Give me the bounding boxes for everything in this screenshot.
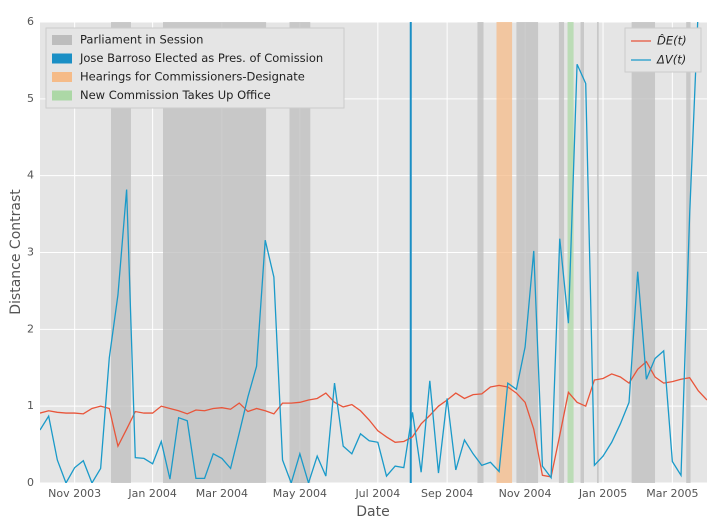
legend-swatch: [52, 35, 72, 45]
x-axis-label: Date: [356, 504, 389, 520]
span: [289, 22, 311, 483]
legend-label: Jose Barroso Elected as Pres. of Comissi…: [79, 51, 323, 65]
x-tick-label: Mar 2004: [196, 487, 248, 500]
legend-swatch: [52, 90, 72, 101]
y-axis-label: Distance Contrast: [8, 189, 24, 315]
span: [516, 22, 539, 483]
legend-box: [45, 27, 345, 109]
x-tick-label: Mar 2005: [646, 487, 698, 500]
y-tick-label: 5: [27, 92, 34, 105]
legend-label: New Commission Takes Up Office: [80, 88, 271, 102]
x-tick-label: May 2004: [273, 487, 327, 500]
legend-box: [624, 27, 702, 73]
span: [496, 22, 513, 483]
legend-label: Parliament in Session: [80, 33, 203, 47]
y-tick-label: 4: [27, 169, 34, 182]
span: [477, 22, 484, 483]
y-tick-label: 1: [27, 399, 34, 412]
span: [596, 22, 599, 483]
legend-label: D̂E(t): [657, 33, 687, 47]
x-tick-label: Nov 2003: [48, 487, 101, 500]
y-tick-label: 0: [27, 476, 34, 489]
y-tick-label: 3: [27, 246, 34, 259]
y-tick-label: 2: [27, 322, 34, 335]
x-tick-label: Nov 2004: [499, 487, 552, 500]
x-tick-label: Jan 2004: [127, 487, 176, 500]
legend-label: Hearings for Commissioners-Designate: [80, 70, 305, 84]
legend-label: ΔV(t): [656, 53, 686, 67]
x-tick-label: Jan 2005: [578, 487, 627, 500]
y-tick-label: 6: [27, 15, 34, 28]
legend-swatch: [52, 72, 72, 82]
x-tick-label: Sep 2004: [421, 487, 473, 500]
span: [580, 22, 584, 483]
legend-swatch: [52, 53, 72, 64]
span: [631, 22, 656, 483]
series-line: [40, 22, 699, 483]
series-line: [40, 360, 707, 478]
x-tick-label: Jul 2004: [354, 487, 400, 500]
